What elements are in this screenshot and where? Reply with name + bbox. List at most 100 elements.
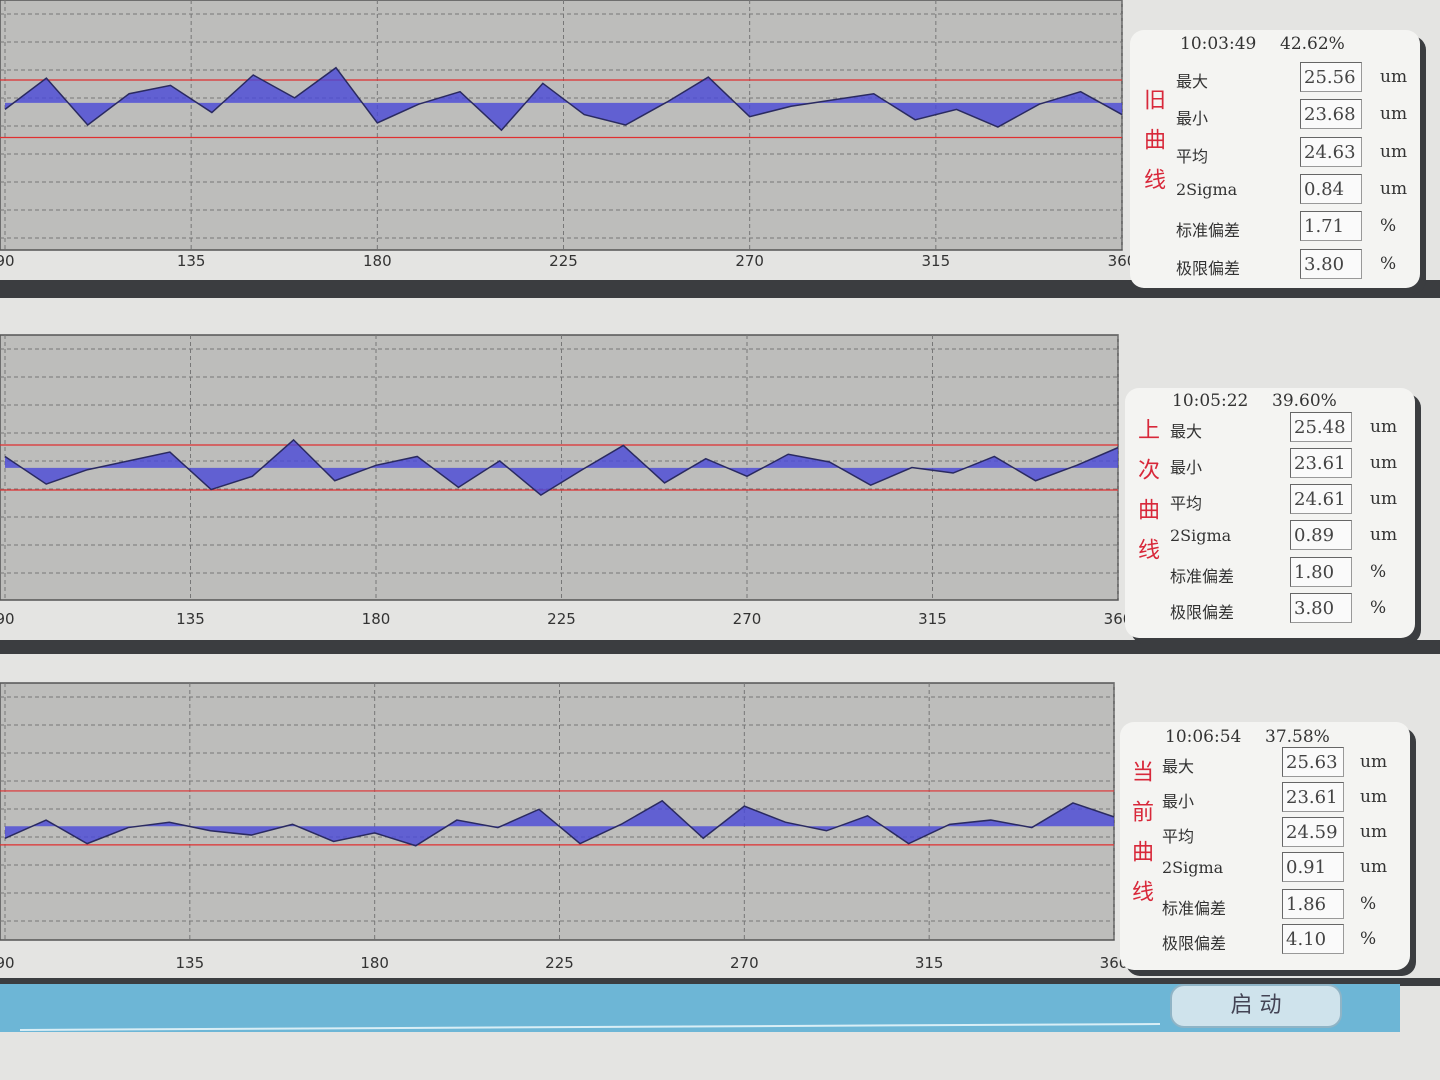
stat-name: 标准偏差 [1170,567,1235,586]
stat-value: 0.91 [1282,852,1344,882]
stat-value: 0.84 [1300,174,1362,204]
stat-name: 平均 [1162,827,1195,846]
x-tick-label: 225 [547,610,576,628]
x-tick-label: 270 [730,954,759,972]
stat-value: 1.80 [1290,557,1352,587]
x-tick-label: 360 [1108,252,1137,270]
stat-name: 2Sigma [1162,858,1224,877]
stat-name: 最大 [1162,757,1195,776]
timestamp: 10:06:54 [1165,727,1242,747]
stat-value: 3.80 [1290,593,1352,623]
timestamp: 10:03:49 [1180,34,1257,54]
stat-unit: um [1360,857,1388,877]
x-tick-label: 90 [0,252,15,270]
separator [0,640,1440,654]
x-tick-label: 225 [545,954,574,972]
stat-name: 2Sigma [1176,180,1238,199]
curve-line [4,66,1123,132]
plot-area [0,682,1115,941]
info-panel [1120,722,1410,970]
x-tick-label: 225 [549,252,578,270]
x-tick-label: 135 [176,610,205,628]
stat-unit: um [1380,142,1408,162]
stat-name: 极限偏差 [1162,934,1227,953]
stat-value: 24.61 [1290,484,1352,514]
stat-name: 平均 [1170,494,1203,513]
stat-unit: % [1360,894,1377,914]
curve-label: 当前曲线 [1128,760,1153,920]
curve-label: 旧曲线 [1140,88,1165,208]
stat-unit: % [1370,598,1387,618]
stat-value: 3.80 [1300,249,1362,279]
separator [0,978,1440,986]
stat-name: 标准偏差 [1176,221,1241,240]
curve-area [5,439,1118,496]
timestamp: 10:05:22 [1172,391,1249,411]
stat-value: 0.89 [1290,520,1352,550]
x-tick-label: 180 [363,252,392,270]
stat-value: 4.10 [1282,924,1344,954]
progress-line [19,1023,1161,1031]
stat-unit: % [1360,929,1377,949]
x-tick-label: 315 [915,954,944,972]
stat-value: 24.59 [1282,817,1344,847]
stat-value: 23.61 [1290,448,1352,478]
stat-unit: % [1380,254,1397,274]
curve-line [4,438,1119,497]
stat-name: 极限偏差 [1176,259,1241,278]
x-tick-label: 270 [735,252,764,270]
stat-unit: % [1370,562,1387,582]
stat-unit: um [1370,417,1398,437]
stat-name: 最小 [1176,109,1209,128]
x-tick-label: 180 [360,954,389,972]
info-panel [1125,388,1415,638]
stat-unit: % [1380,216,1397,236]
percent: 37.58% [1265,727,1330,747]
x-tick-label: 90 [0,610,15,628]
x-tick-label: 135 [176,954,205,972]
stat-name: 标准偏差 [1162,899,1227,918]
stat-unit: um [1360,822,1388,842]
stat-unit: um [1370,489,1398,509]
x-tick-label: 315 [918,610,947,628]
stat-unit: um [1360,752,1388,772]
curve-area [5,67,1122,131]
x-tick-label: 270 [733,610,762,628]
stat-unit: um [1380,104,1408,124]
curve-line [4,799,1115,847]
percent: 42.62% [1280,34,1345,54]
stat-unit: um [1370,525,1398,545]
stat-value: 1.86 [1282,889,1344,919]
plot-area [0,0,1123,251]
curve-label: 上次曲线 [1134,418,1159,578]
stat-value: 23.68 [1300,99,1362,129]
x-tick-label: 90 [0,954,15,972]
stat-value: 25.56 [1300,62,1362,92]
stat-name: 最小 [1162,792,1195,811]
stat-value: 25.63 [1282,747,1344,777]
x-tick-label: 180 [362,610,391,628]
stat-name: 最小 [1170,458,1203,477]
stat-value: 1.71 [1300,211,1362,241]
status-bar [0,984,1400,1032]
stat-value: 24.63 [1300,137,1362,167]
x-tick-label: 135 [177,252,206,270]
info-panel [1130,30,1420,288]
separator [0,280,1440,298]
stat-name: 最大 [1176,72,1209,91]
stat-name: 极限偏差 [1170,603,1235,622]
stat-unit: um [1380,67,1408,87]
stat-unit: um [1360,787,1388,807]
x-tick-label: 315 [922,252,951,270]
stat-unit: um [1370,453,1398,473]
percent: 39.60% [1272,391,1337,411]
stat-unit: um [1380,179,1408,199]
stat-name: 2Sigma [1170,526,1232,545]
stat-value: 25.48 [1290,412,1352,442]
stat-name: 最大 [1170,422,1203,441]
stat-value: 23.61 [1282,782,1344,812]
stat-name: 平均 [1176,147,1209,166]
start-button[interactable]: 启 动 [1170,984,1342,1028]
